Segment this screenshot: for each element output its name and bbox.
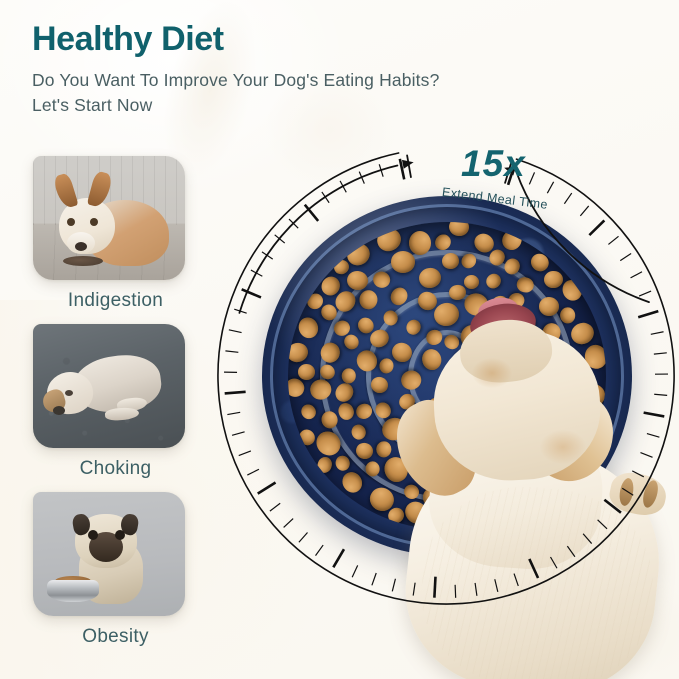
dial-tick-major [257, 481, 277, 495]
dial-tick-minor [654, 393, 668, 396]
dial-tick-minor [412, 582, 416, 596]
metal-food-bowl [47, 580, 99, 602]
arrow-left-stop-bar [406, 154, 412, 178]
dial-tick-minor [608, 235, 619, 245]
dial-tick-major [528, 558, 540, 579]
dial-direction-arrows [238, 154, 650, 314]
spilled-food [63, 256, 103, 266]
dial-tick-minor [650, 331, 664, 335]
dial-tick-major [643, 411, 665, 418]
indigestion-photo [33, 156, 185, 280]
dial-tick-major [303, 203, 320, 222]
dial-tick-minor [371, 572, 377, 586]
dial-tick-minor [549, 556, 558, 569]
dial-outer-arc [217, 152, 675, 605]
dial-tick-minor [597, 519, 608, 530]
header: Healthy Diet Do You Want To Improve Your… [32, 20, 632, 117]
arrow-right-icon [515, 170, 650, 304]
dial-tick-major [637, 309, 659, 319]
dial-tick-major [398, 158, 406, 180]
dial-tick-major [588, 219, 606, 237]
dial-tick-major [433, 576, 437, 598]
kibble-layer [288, 222, 606, 530]
dial-tick-minor [582, 533, 593, 544]
dial-tick-minor [528, 172, 536, 185]
arrow-right-head-icon [504, 166, 517, 176]
problem-card-choking: Choking [33, 324, 208, 480]
problem-card-indigestion: Indigestion [33, 156, 208, 312]
dial-tick-minor [579, 205, 590, 217]
obesity-photo [33, 492, 185, 616]
dial-tick-minor [269, 502, 281, 512]
problem-label-choking: Choking [79, 458, 152, 479]
dial-tick-major [224, 390, 246, 395]
dial-tick-minor [631, 470, 645, 478]
kibble-piece [391, 251, 415, 273]
puppy-nose [53, 406, 65, 415]
dial-tick-minor [619, 252, 632, 262]
multiplier-badge: 15x [461, 143, 526, 184]
dial-ring [217, 152, 675, 605]
problem-label-indigestion: Indigestion [67, 290, 164, 311]
subtitle-line-1: Do You Want To Improve Your Dog's Eating… [32, 69, 440, 90]
dial-tick-minor [640, 452, 653, 458]
dial-tick-minor [228, 329, 242, 334]
dog-nose [75, 242, 87, 251]
dial-tick-minor [566, 545, 576, 558]
puppy-eye [65, 390, 73, 396]
dog-eye-right [90, 218, 98, 226]
choking-photo [33, 324, 185, 448]
dial-tick-minor [315, 544, 324, 556]
dial-tick-minor [227, 411, 241, 416]
problem-card-list: Indigestion Choking [33, 156, 208, 660]
dial-tick-minor [630, 271, 643, 279]
dial-tick-minor [474, 582, 478, 596]
arrow-right-stop-bar [504, 160, 513, 184]
problem-card-obesity: Obesity [33, 492, 208, 648]
dial-tick-minor [454, 584, 457, 598]
pug-eye-right [115, 530, 125, 540]
dial-tick-minor [646, 433, 660, 438]
dial-tick-minor [494, 579, 499, 593]
meal-time-dial [213, 143, 679, 609]
dial-tick-major [332, 548, 346, 568]
dial-tick-minor [546, 181, 555, 194]
dial-tick-major [603, 498, 622, 514]
dial-tick-minor [621, 487, 634, 496]
dial-tick-minor [563, 192, 573, 205]
extend-meal-time-callout: 15x Extend Meal Time [441, 145, 621, 221]
dial-tick-minor [653, 352, 667, 355]
dial-tick-marks [224, 158, 668, 598]
dial-tick-minor [391, 578, 397, 592]
pug-eye-left [88, 530, 98, 540]
problem-label-obesity: Obesity [82, 626, 149, 647]
page-title: Healthy Diet [32, 20, 224, 58]
dial-tick-minor [231, 431, 245, 436]
dial-svg [217, 152, 675, 605]
dial-tick-minor [225, 350, 239, 353]
arrow-left-icon [238, 164, 399, 314]
dial-tick-minor [638, 290, 652, 297]
multiplier-caption: Extend Meal Time [441, 185, 549, 212]
subtitle-line-2: Let's Start Now [32, 94, 153, 115]
dial-tick-major [241, 288, 262, 299]
dial-tick-minor [513, 573, 519, 587]
dial-tick-minor [238, 450, 252, 457]
dial-tick-minor [247, 468, 260, 476]
dial-tick-minor [298, 532, 308, 543]
dial-tick-minor [351, 565, 359, 578]
dial-tick-minor [283, 518, 294, 528]
dog-eye-left [67, 218, 75, 226]
